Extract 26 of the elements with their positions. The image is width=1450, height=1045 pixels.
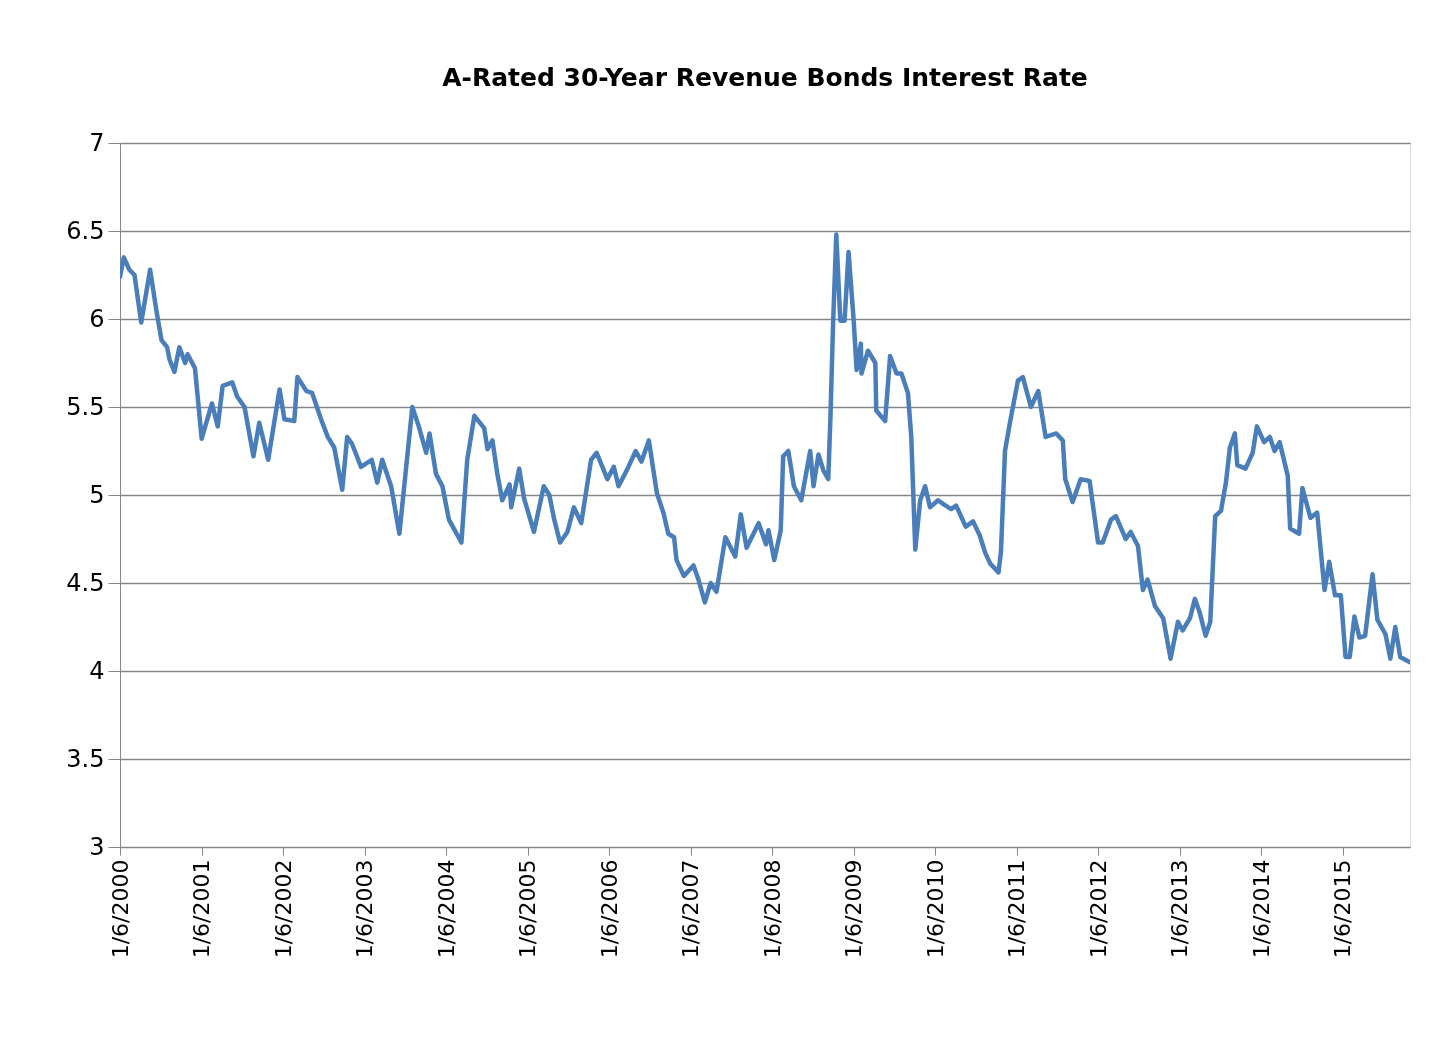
x-tick-label: 1/6/2001 — [189, 859, 215, 959]
chart-title: A-Rated 30-Year Revenue Bonds Interest Rate — [442, 63, 1088, 92]
x-tick-label: 1/6/2007 — [678, 859, 704, 959]
y-tick-label: 4.5 — [66, 568, 105, 597]
x-tick-label: 1/6/2010 — [922, 859, 948, 959]
x-tick-label: 1/6/2004 — [433, 859, 459, 959]
x-tick-label: 1/6/2014 — [1248, 859, 1274, 959]
x-tick-label: 1/6/2008 — [759, 859, 785, 959]
x-tick-label: 1/6/2011 — [1004, 859, 1030, 959]
x-tick-label: 1/6/2009 — [841, 859, 867, 959]
x-tick-label: 1/6/2012 — [1085, 859, 1111, 959]
y-tick-label: 7 — [89, 128, 105, 157]
y-tick-label: 6 — [89, 304, 105, 333]
x-tick-label: 1/6/2000 — [107, 859, 133, 959]
y-tick-label: 5.5 — [66, 392, 105, 421]
y-tick-label: 6.5 — [66, 216, 105, 245]
x-tick-label: 1/6/2006 — [596, 859, 622, 959]
y-tick-label: 3 — [89, 832, 105, 861]
x-tick-label: 1/6/2002 — [270, 859, 296, 959]
x-tick-label: 1/6/2005 — [515, 859, 541, 959]
x-tick-label: 1/6/2015 — [1330, 859, 1356, 959]
y-tick-label: 3.5 — [66, 744, 105, 773]
y-tick-label: 4 — [89, 656, 105, 685]
x-tick-label: 1/6/2003 — [352, 859, 378, 959]
y-tick-label: 5 — [89, 480, 105, 509]
x-tick-label: 1/6/2013 — [1167, 859, 1193, 959]
